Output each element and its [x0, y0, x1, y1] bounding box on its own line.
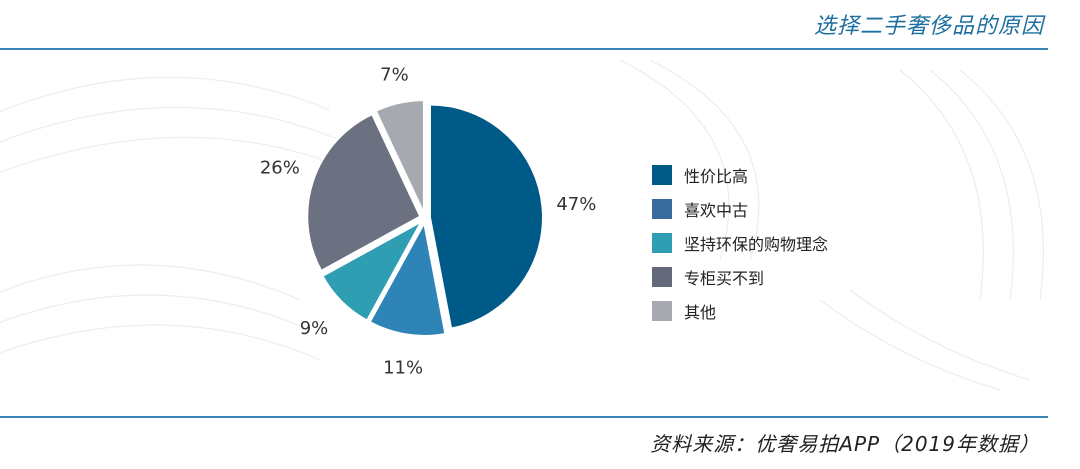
legend-label: 专柜买不到 [684, 269, 765, 288]
header-divider [0, 48, 1048, 50]
pie-slice-unavailable-in-store [306, 112, 422, 273]
legend-label: 喜欢中古 [684, 201, 749, 220]
pie-label-value-for-money: 47% [556, 194, 596, 215]
legend-item-vintage: 喜欢中古 [652, 192, 828, 226]
legend-item-other: 其他 [652, 294, 828, 328]
legend-swatch [652, 199, 672, 219]
chart-legend: 性价比高 喜欢中古 坚持环保的购物理念 专柜买不到 其他 [652, 158, 828, 328]
pie-slice-eco-friendly [321, 219, 424, 322]
legend-label: 坚持环保的购物理念 [684, 235, 829, 254]
footer-divider [0, 416, 1048, 418]
legend-swatch [652, 165, 672, 185]
pie-label-unavailable-in-store: 26% [260, 158, 300, 179]
legend-swatch [652, 301, 672, 321]
legend-item-unavailable-in-store: 专柜买不到 [652, 260, 828, 294]
pie-slice-value-for-money [428, 103, 544, 330]
pie-slice-vintage [368, 220, 447, 337]
pie-slice-other [374, 99, 425, 214]
source-note: 资料来源：优奢易拍APP（2019年数据） [650, 432, 1040, 456]
legend-swatch [652, 267, 672, 287]
page-title: 选择二手奢侈品的原因 [813, 14, 1044, 39]
pie-label-eco-friendly: 9% [300, 318, 329, 339]
legend-item-eco-friendly: 坚持环保的购物理念 [652, 226, 828, 260]
pie-label-vintage: 11% [383, 357, 423, 378]
legend-swatch [652, 233, 672, 253]
legend-label: 其他 [684, 303, 717, 322]
legend-label: 性价比高 [684, 167, 749, 186]
legend-item-value-for-money: 性价比高 [652, 158, 828, 192]
pie-label-other: 7% [380, 64, 409, 85]
